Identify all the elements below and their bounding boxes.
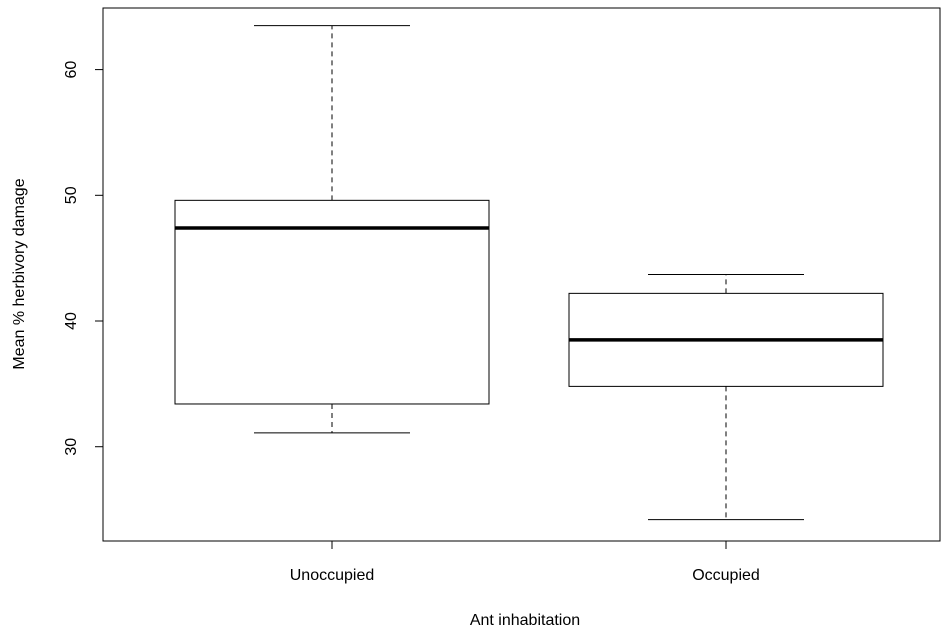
x-tick-label: Unoccupied xyxy=(290,567,375,584)
y-axis-label: Mean % herbivory damage xyxy=(11,178,28,369)
y-tick-label: 40 xyxy=(63,312,80,330)
x-tick-label: Occupied xyxy=(692,567,760,584)
y-tick-label: 60 xyxy=(63,61,80,79)
x-axis-label: Ant inhabitation xyxy=(470,612,580,629)
y-tick-label: 30 xyxy=(63,438,80,456)
box xyxy=(174,199,490,405)
y-tick-label: 50 xyxy=(63,186,80,204)
